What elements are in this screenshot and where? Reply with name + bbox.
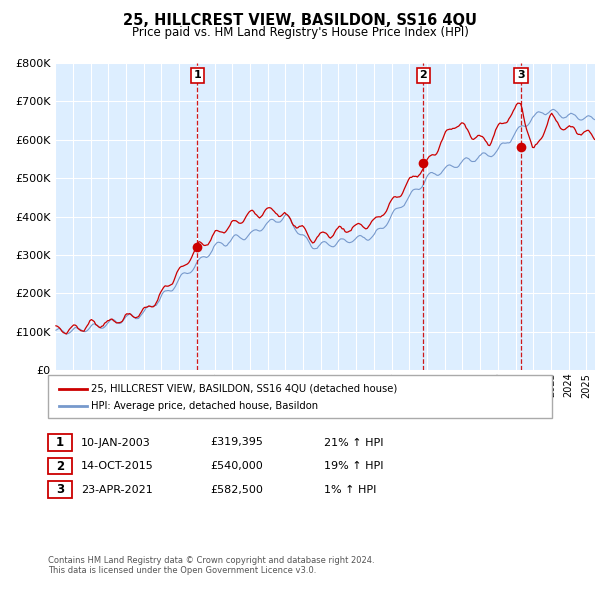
Text: Contains HM Land Registry data © Crown copyright and database right 2024.
This d: Contains HM Land Registry data © Crown c… <box>48 556 374 575</box>
Text: 14-OCT-2015: 14-OCT-2015 <box>81 461 154 471</box>
Text: £540,000: £540,000 <box>210 461 263 471</box>
Text: £582,500: £582,500 <box>210 485 263 494</box>
Text: Price paid vs. HM Land Registry's House Price Index (HPI): Price paid vs. HM Land Registry's House … <box>131 26 469 39</box>
Text: 2: 2 <box>419 70 427 80</box>
Text: 1: 1 <box>193 70 201 80</box>
Text: 1: 1 <box>56 436 64 449</box>
Text: 25, HILLCREST VIEW, BASILDON, SS16 4QU: 25, HILLCREST VIEW, BASILDON, SS16 4QU <box>123 13 477 28</box>
Text: 1% ↑ HPI: 1% ↑ HPI <box>324 485 376 494</box>
Text: HPI: Average price, detached house, Basildon: HPI: Average price, detached house, Basi… <box>91 401 319 411</box>
Text: 2: 2 <box>56 460 64 473</box>
Text: 23-APR-2021: 23-APR-2021 <box>81 485 153 494</box>
Text: 10-JAN-2003: 10-JAN-2003 <box>81 438 151 447</box>
Text: 21% ↑ HPI: 21% ↑ HPI <box>324 438 383 447</box>
Text: 3: 3 <box>56 483 64 496</box>
Text: £319,395: £319,395 <box>210 438 263 447</box>
Text: 19% ↑ HPI: 19% ↑ HPI <box>324 461 383 471</box>
Text: 3: 3 <box>517 70 525 80</box>
Text: 25, HILLCREST VIEW, BASILDON, SS16 4QU (detached house): 25, HILLCREST VIEW, BASILDON, SS16 4QU (… <box>91 384 397 394</box>
